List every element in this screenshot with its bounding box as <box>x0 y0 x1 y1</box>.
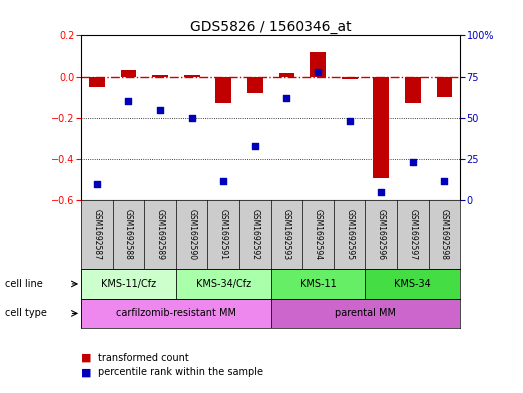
Bar <box>279 72 294 77</box>
Text: GSM1692592: GSM1692592 <box>251 209 259 260</box>
Text: GSM1692590: GSM1692590 <box>187 209 196 261</box>
Text: percentile rank within the sample: percentile rank within the sample <box>98 367 263 377</box>
Point <box>93 181 101 187</box>
Text: ■: ■ <box>81 353 92 363</box>
Point <box>346 118 354 124</box>
Text: GSM1692595: GSM1692595 <box>345 209 354 261</box>
Text: cell line: cell line <box>5 279 43 289</box>
Bar <box>81 299 271 328</box>
Bar <box>152 75 168 77</box>
Text: GSM1692597: GSM1692597 <box>408 209 417 261</box>
Point <box>314 68 322 75</box>
Bar <box>176 269 271 299</box>
Bar <box>121 70 137 77</box>
Text: GSM1692593: GSM1692593 <box>282 209 291 261</box>
Bar <box>373 77 389 178</box>
Bar <box>184 75 200 77</box>
Text: GSM1692591: GSM1692591 <box>219 209 228 260</box>
Text: GSM1692594: GSM1692594 <box>314 209 323 261</box>
Text: cell type: cell type <box>5 309 47 318</box>
Point <box>377 189 385 195</box>
Bar <box>366 269 460 299</box>
Bar <box>271 269 366 299</box>
Text: ■: ■ <box>81 367 92 377</box>
Point <box>124 98 133 105</box>
Point <box>187 115 196 121</box>
Bar <box>89 77 105 87</box>
Text: GSM1692588: GSM1692588 <box>124 209 133 260</box>
Point <box>156 107 164 113</box>
Bar <box>342 77 358 79</box>
Text: parental MM: parental MM <box>335 309 396 318</box>
Title: GDS5826 / 1560346_at: GDS5826 / 1560346_at <box>190 20 351 34</box>
Bar <box>437 77 452 97</box>
Text: KMS-34/Cfz: KMS-34/Cfz <box>196 279 251 289</box>
Text: KMS-11: KMS-11 <box>300 279 336 289</box>
Bar <box>215 77 231 103</box>
Text: KMS-11/Cfz: KMS-11/Cfz <box>101 279 156 289</box>
Text: carfilzomib-resistant MM: carfilzomib-resistant MM <box>116 309 236 318</box>
Text: GSM1692598: GSM1692598 <box>440 209 449 260</box>
Text: transformed count: transformed count <box>98 353 189 363</box>
Text: GSM1692596: GSM1692596 <box>377 209 386 261</box>
Bar <box>271 299 460 328</box>
Bar <box>310 52 326 77</box>
Bar <box>405 77 420 103</box>
Bar <box>247 77 263 93</box>
Bar <box>81 269 176 299</box>
Text: GSM1692589: GSM1692589 <box>155 209 165 260</box>
Text: GSM1692587: GSM1692587 <box>93 209 101 260</box>
Text: KMS-34: KMS-34 <box>394 279 431 289</box>
Point <box>408 159 417 165</box>
Point <box>219 178 228 184</box>
Point <box>282 95 291 101</box>
Point <box>440 178 449 184</box>
Point <box>251 143 259 149</box>
